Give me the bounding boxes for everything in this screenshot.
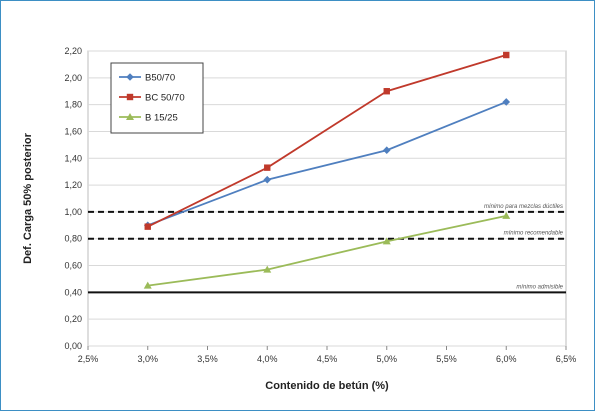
- legend: B50/70 BC 50/70 B 15/25: [110, 62, 204, 134]
- series-line: [147, 101, 507, 227]
- x-axis-title: Contenido de betún (%): [265, 380, 389, 392]
- y-tick-label: 1,00: [64, 207, 82, 217]
- legend-label: BC 50/70: [145, 93, 185, 104]
- data-point: [126, 93, 134, 101]
- reference-lines: mínimo para mezclas dúctiles mínimo recom…: [88, 204, 566, 294]
- series-group: [143, 211, 511, 289]
- x-tick-label: 6,5%: [556, 354, 577, 364]
- y-tick-label: 0,80: [64, 234, 82, 244]
- series-line: [147, 54, 507, 228]
- y-tick-label: 2,00: [64, 73, 82, 83]
- data-point: [126, 73, 134, 81]
- axes: 0,00 0,20 0,40 0,60 0,80 1,00 1,20 1,40 1,60 1,80…: [64, 46, 576, 364]
- y-tick-label: 1,40: [64, 153, 82, 163]
- series-group: [144, 51, 510, 230]
- series-line: [147, 215, 507, 287]
- data-point: [143, 281, 152, 289]
- legend-label: B 15/25: [145, 113, 178, 124]
- data-point: [144, 223, 151, 230]
- y-tick-label: 0,00: [64, 341, 82, 351]
- y-tick-label: 1,80: [64, 100, 82, 110]
- data-point: [503, 51, 510, 59]
- legend-box: [110, 62, 204, 134]
- data-point: [263, 175, 272, 184]
- data-point: [264, 164, 271, 171]
- data-point: [263, 265, 272, 273]
- reference-line-label: mínimo para mezclas dúctiles: [484, 204, 563, 210]
- x-tick-label: 3,0%: [137, 354, 158, 364]
- x-tick-label: 2,5%: [78, 354, 99, 364]
- data-point: [382, 237, 391, 245]
- series: [143, 51, 511, 289]
- x-tick-label: 4,0%: [257, 354, 278, 364]
- x-tick-label: 5,5%: [436, 354, 457, 364]
- grid: [87, 50, 567, 347]
- data-point: [383, 88, 390, 95]
- y-tick-label: 0,20: [64, 314, 82, 324]
- data-point: [502, 98, 511, 106]
- y-tick-label: 0,60: [64, 261, 82, 271]
- y-tick-label: 1,60: [64, 126, 82, 136]
- reference-line-label: mínimo recomendable: [504, 231, 564, 237]
- y-tick-label: 1,20: [64, 180, 82, 190]
- y-tick-label: 0,40: [64, 287, 82, 297]
- x-tick-label: 5,0%: [376, 354, 397, 364]
- reference-line-label: mínimo admisible: [516, 284, 563, 290]
- y-axis-title: Def. Carga 50% posterior: [22, 132, 34, 264]
- x-tick-label: 3,5%: [197, 354, 218, 364]
- legend-label: B50/70: [145, 73, 175, 84]
- data-point: [126, 113, 134, 120]
- x-tick-label: 4,5%: [317, 354, 338, 364]
- y-tick-label: 2,20: [64, 46, 82, 56]
- data-point: [382, 146, 391, 155]
- data-point: [502, 211, 511, 219]
- x-tick-label: 6,0%: [496, 354, 517, 364]
